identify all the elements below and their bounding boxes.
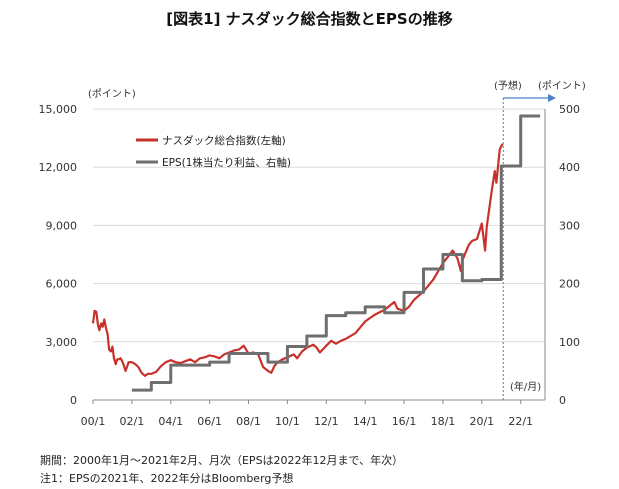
x-tick-label: 08/1	[236, 415, 261, 428]
x-tick-label: 12/1	[314, 415, 339, 428]
y-right-tick-label: 100	[559, 336, 580, 349]
legend-label: ナスダック総合指数(左軸)	[162, 134, 286, 147]
x-tick-label: 18/1	[431, 415, 456, 428]
y-right-tick-label: 200	[559, 278, 580, 291]
y-left-tick-label: 12,000	[39, 161, 78, 174]
gridlines	[93, 108, 545, 343]
y-left-tick-label: 15,000	[39, 103, 78, 116]
forecast-arrow-head	[548, 94, 556, 102]
y-right-tick-label: 400	[559, 161, 580, 174]
x-tick-label: 22/1	[508, 415, 533, 428]
y-right-tick-label: 500	[559, 103, 580, 116]
x-tick-label: 00/1	[81, 415, 106, 428]
axes	[92, 109, 546, 404]
forecast-label: (予想)	[494, 79, 522, 92]
axis-labels: 0 3,000 6,000 9,000 12,000 15,000 0 100 200 300 40…	[39, 80, 586, 428]
x-axis-label: (年/月)	[510, 380, 541, 393]
y-right-tick-label: 0	[559, 394, 566, 407]
series-group	[91, 114, 541, 392]
y-left-tick-label: 6,000	[46, 278, 78, 291]
y-left-tick-label: 0	[70, 394, 77, 407]
x-tick-label: 06/1	[197, 415, 222, 428]
x-tick-label: 02/1	[120, 415, 145, 428]
chart-title: [図表1] ナスダック総合指数とEPSの推移	[166, 10, 453, 28]
x-tick-label: 16/1	[392, 415, 417, 428]
series-line-nasdaq	[91, 143, 504, 377]
y-right-tick-label: 300	[559, 219, 580, 232]
legend-label: EPS(1株当たり利益、右軸)	[162, 156, 291, 169]
y-right-axis-label: (ポイント)	[538, 80, 586, 92]
x-tick-label: 20/1	[469, 415, 494, 428]
series-line-eps	[131, 114, 541, 392]
forecast-marker: (予想)	[494, 79, 556, 400]
note-period: 期間：2000年1月～2021年2月、月次（EPSは2022年12月まで、年次）	[40, 454, 404, 467]
x-tick-label: 10/1	[275, 415, 300, 428]
x-tick-label: 14/1	[353, 415, 378, 428]
y-left-axis-label: (ポイント)	[88, 88, 136, 100]
y-left-tick-label: 9,000	[46, 219, 78, 232]
legend: ナスダック総合指数(左軸) EPS(1株当たり利益、右軸)	[136, 134, 291, 169]
y-left-tick-label: 3,000	[46, 336, 78, 349]
note-forecast: 注1：EPSの2021年、2022年分はBloomberg予想	[40, 472, 294, 485]
x-tick-label: 04/1	[158, 415, 183, 428]
